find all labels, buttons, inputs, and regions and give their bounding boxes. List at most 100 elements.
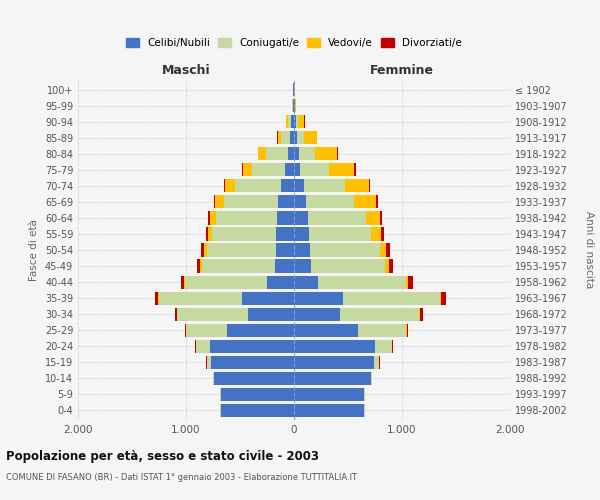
- Bar: [345, 180, 368, 192]
- Bar: [407, 324, 408, 337]
- Bar: [366, 212, 380, 224]
- Bar: [155, 292, 158, 304]
- Bar: [290, 131, 294, 144]
- Bar: [294, 228, 308, 240]
- Bar: [259, 147, 266, 160]
- Bar: [278, 131, 281, 144]
- Bar: [294, 372, 371, 385]
- Bar: [318, 276, 406, 288]
- Bar: [200, 260, 202, 272]
- Bar: [266, 147, 287, 160]
- Bar: [311, 260, 385, 272]
- Y-axis label: Fasce di età: Fasce di età: [29, 219, 39, 281]
- Bar: [294, 180, 304, 192]
- Bar: [184, 276, 185, 288]
- Bar: [248, 308, 294, 320]
- Bar: [202, 260, 275, 272]
- Bar: [420, 308, 423, 320]
- Bar: [224, 196, 278, 208]
- Bar: [380, 212, 382, 224]
- Bar: [364, 388, 365, 401]
- Bar: [214, 372, 294, 385]
- Bar: [297, 131, 304, 144]
- Bar: [386, 244, 390, 256]
- Text: Popolazione per età, sesso e stato civile - 2003: Popolazione per età, sesso e stato civil…: [6, 450, 319, 463]
- Bar: [315, 147, 337, 160]
- Bar: [224, 180, 225, 192]
- Bar: [242, 292, 294, 304]
- Bar: [252, 163, 286, 176]
- Bar: [291, 115, 294, 128]
- Bar: [215, 196, 224, 208]
- Bar: [294, 324, 358, 337]
- Bar: [185, 276, 267, 288]
- Bar: [211, 356, 294, 369]
- Bar: [294, 244, 310, 256]
- Bar: [340, 308, 419, 320]
- Bar: [376, 196, 378, 208]
- Bar: [358, 324, 406, 337]
- Text: Femmine: Femmine: [370, 64, 434, 77]
- Bar: [304, 180, 345, 192]
- Bar: [281, 180, 294, 192]
- Bar: [221, 404, 294, 417]
- Bar: [221, 388, 294, 401]
- Bar: [214, 196, 215, 208]
- Bar: [197, 260, 200, 272]
- Bar: [202, 244, 204, 256]
- Bar: [329, 163, 355, 176]
- Bar: [286, 163, 294, 176]
- Bar: [355, 196, 376, 208]
- Bar: [235, 180, 281, 192]
- Bar: [208, 212, 211, 224]
- Bar: [275, 260, 294, 272]
- Bar: [288, 115, 291, 128]
- Bar: [212, 228, 276, 240]
- Bar: [294, 196, 306, 208]
- Bar: [371, 372, 372, 385]
- Bar: [225, 180, 235, 192]
- Bar: [213, 372, 214, 385]
- Bar: [380, 244, 386, 256]
- Bar: [267, 276, 294, 288]
- Bar: [301, 163, 329, 176]
- Bar: [206, 244, 275, 256]
- Bar: [294, 404, 364, 417]
- Bar: [208, 228, 212, 240]
- Bar: [294, 388, 364, 401]
- Bar: [308, 212, 366, 224]
- Bar: [287, 147, 294, 160]
- Bar: [294, 131, 297, 144]
- Bar: [185, 324, 186, 337]
- Bar: [278, 196, 294, 208]
- Bar: [294, 276, 318, 288]
- Bar: [371, 228, 381, 240]
- Bar: [294, 115, 296, 128]
- Bar: [308, 228, 371, 240]
- Bar: [216, 212, 277, 224]
- Bar: [294, 308, 340, 320]
- Bar: [294, 292, 343, 304]
- Y-axis label: Anni di nascita: Anni di nascita: [584, 212, 595, 288]
- Bar: [392, 340, 394, 353]
- Bar: [295, 99, 296, 112]
- Bar: [277, 212, 294, 224]
- Bar: [206, 228, 208, 240]
- Bar: [210, 340, 294, 353]
- Bar: [294, 340, 375, 353]
- Bar: [409, 276, 413, 288]
- Bar: [211, 212, 216, 224]
- Bar: [275, 244, 294, 256]
- Bar: [178, 308, 248, 320]
- Bar: [310, 244, 380, 256]
- Bar: [440, 292, 441, 304]
- Bar: [243, 163, 252, 176]
- Text: COMUNE DI FASANO (BR) - Dati ISTAT 1° gennaio 2003 - Elaborazione TUTTITALIA.IT: COMUNE DI FASANO (BR) - Dati ISTAT 1° ge…: [6, 472, 357, 482]
- Bar: [196, 340, 210, 353]
- Bar: [286, 115, 288, 128]
- Bar: [375, 340, 392, 353]
- Bar: [204, 244, 206, 256]
- Bar: [294, 356, 374, 369]
- Bar: [385, 260, 389, 272]
- Bar: [298, 115, 304, 128]
